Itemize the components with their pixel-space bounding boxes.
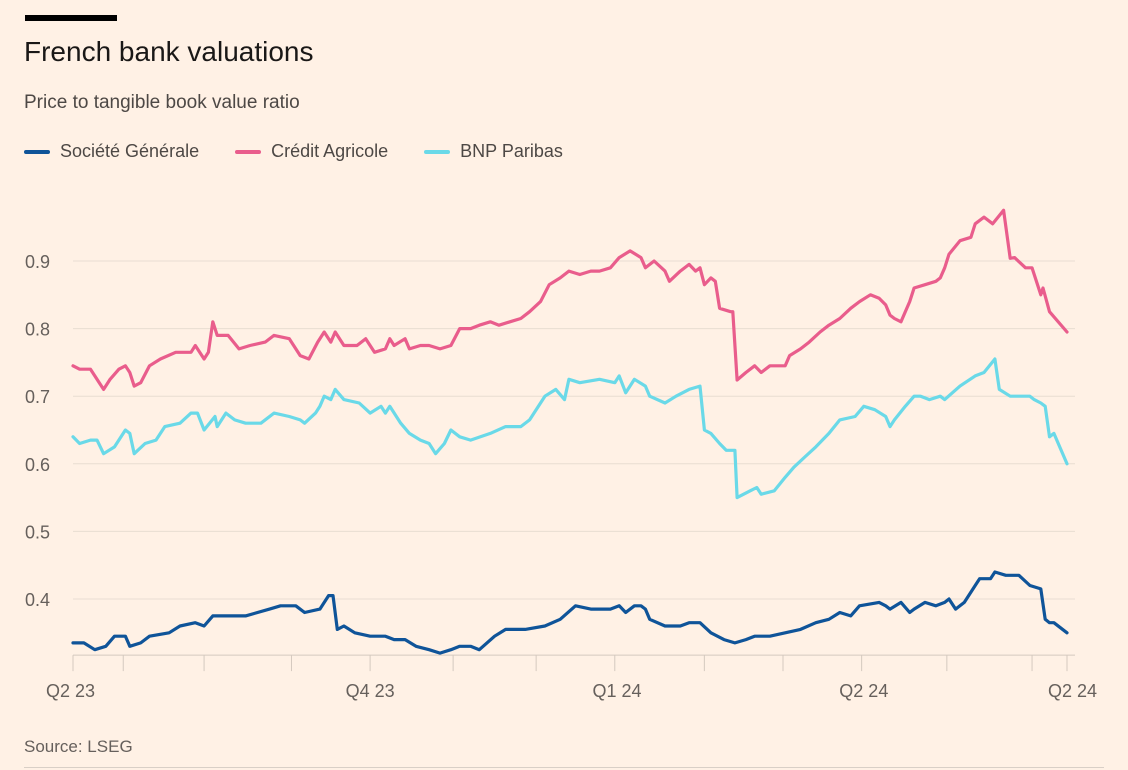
y-tick-label: 0.5 xyxy=(25,522,50,542)
x-tick-label: Q2 23 xyxy=(46,681,95,701)
title-accent-bar xyxy=(25,15,117,21)
y-tick-label: 0.4 xyxy=(25,590,50,610)
legend-swatch xyxy=(235,149,262,154)
series-line-societe-generale xyxy=(71,570,1069,655)
legend-label: Société Générale xyxy=(60,141,200,161)
legend-item-bnp-paribas: BNP Paribas xyxy=(424,141,563,162)
y-tick-label: 0.9 xyxy=(25,252,50,272)
legend-swatch xyxy=(424,149,451,154)
legend: Société Générale Crédit Agricole BNP Par… xyxy=(24,141,563,162)
chart-title: French bank valuations xyxy=(24,36,314,67)
legend-label: Crédit Agricole xyxy=(271,141,389,161)
y-tick-label: 0.7 xyxy=(25,387,50,407)
legend-item-credit-agricole: Crédit Agricole xyxy=(235,141,388,162)
x-tick-label: Q1 24 xyxy=(592,681,641,701)
legend-item-societe-generale: Société Générale xyxy=(24,141,199,162)
bottom-divider xyxy=(24,767,1104,768)
series-line-credit-agricole xyxy=(71,208,1069,391)
chart-subtitle: Price to tangible book value ratio xyxy=(24,92,300,113)
legend-swatch xyxy=(24,149,50,154)
series-line-bnp-paribas xyxy=(71,357,1069,500)
x-tick-label: Q4 23 xyxy=(346,681,395,701)
y-tick-label: 0.6 xyxy=(25,455,50,475)
x-tick-label: Q2 24 xyxy=(1048,681,1097,701)
x-tick-label: Q2 24 xyxy=(839,681,888,701)
legend-label: BNP Paribas xyxy=(460,141,563,161)
y-tick-label: 0.8 xyxy=(25,320,50,340)
source-note: Source: LSEG xyxy=(24,737,133,756)
